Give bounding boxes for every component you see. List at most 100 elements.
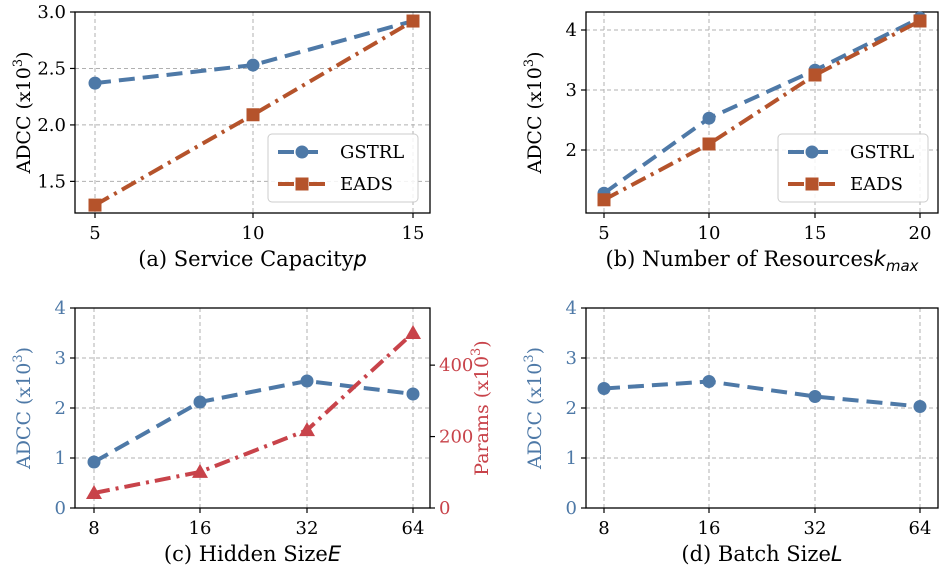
y-tick-label: 3 — [566, 80, 577, 101]
y-axis-label-text: ADCC (x10 — [524, 363, 546, 470]
y-axis-label: ADCC (x103) — [522, 347, 546, 470]
data-point-eads — [913, 14, 927, 28]
y-tick-label: 3 — [55, 348, 66, 369]
x-tick-label: 8 — [598, 518, 609, 539]
x-tick-label: 16 — [698, 518, 721, 539]
data-point-eads — [406, 14, 420, 28]
y-tick-label: 1 — [55, 448, 66, 469]
x-axis-label-text: (c) Hidden Size — [164, 542, 328, 566]
x-axis-label-text: (b) Number of Resources — [605, 247, 873, 271]
plot-frame — [74, 307, 431, 509]
y-axis-label: ADCC (x103) — [11, 347, 35, 470]
legend-marker-eads — [805, 177, 819, 191]
x-axis-label-variable: k — [874, 247, 887, 271]
series-line-gstrl — [94, 19, 414, 86]
legend: GSTRL EADS — [267, 133, 419, 203]
y-tick-label: 3.0 — [37, 2, 66, 23]
y-tick-label: 3 — [566, 348, 577, 369]
y-axis-label-exponent: 3 — [11, 354, 26, 362]
data-point-adcc — [193, 395, 207, 409]
y-tick-label: 4 — [55, 298, 66, 319]
x-axis-label-subscript: max — [886, 257, 919, 275]
data-point-gstrl — [702, 111, 716, 125]
y-axis-label-exponent: 3 — [522, 354, 537, 362]
data-point-adcc — [406, 387, 420, 401]
plot-frame — [74, 11, 431, 214]
legend: GSTRL EADS — [777, 133, 929, 203]
x-tick-label: 32 — [296, 518, 319, 539]
series-line-adcc — [93, 378, 414, 464]
x-tick-label: 10 — [698, 223, 721, 244]
plot-frame — [585, 11, 939, 214]
y-tick-label: 2 — [566, 398, 577, 419]
y-tick-label: 0 — [55, 498, 66, 519]
data-point-eads — [702, 137, 716, 151]
x-axis-label: (a) Service Capacityp — [138, 247, 367, 271]
y2-axis-label-text: Params (x10 — [471, 356, 493, 476]
legend-label-gstrl: GSTRL — [850, 142, 914, 163]
y-tick-label: 4 — [566, 20, 577, 41]
x-tick-label: 20 — [909, 223, 932, 244]
y-axis-label: ADCC (x103) — [11, 51, 35, 174]
y2-tick-label: 400 — [439, 355, 473, 376]
y-tick-label: 1.5 — [37, 171, 66, 192]
data-point-eads — [246, 108, 260, 122]
x-axis-label-variable: p — [352, 247, 366, 271]
series-line-adcc — [603, 379, 921, 409]
data-point-adcc — [913, 400, 927, 413]
data-point-params — [86, 485, 102, 499]
y-axis-label-close: ) — [524, 51, 546, 58]
x-tick-label: 5 — [598, 223, 609, 244]
data-point-adcc — [87, 455, 101, 469]
data-point-adcc — [300, 374, 314, 388]
series-line-params — [93, 331, 415, 495]
legend-marker-gstrl — [295, 145, 309, 159]
x-axis-label-text: (d) Batch Size — [681, 542, 830, 566]
x-tick-label: 64 — [909, 518, 932, 539]
data-point-eads — [597, 193, 611, 207]
x-tick-label: 15 — [804, 223, 827, 244]
y-axis-label-text: ADCC (x10 — [13, 67, 35, 174]
y-axis-label: ADCC (x103) — [522, 51, 546, 174]
x-tick-label: 32 — [804, 518, 827, 539]
data-point-params — [299, 422, 315, 437]
plot-frame — [585, 307, 939, 509]
x-axis-label-variable: E — [328, 542, 342, 566]
data-point-gstrl — [246, 58, 260, 72]
y-tick-label: 2 — [566, 140, 577, 161]
data-point-params — [192, 463, 208, 478]
x-tick-label: 10 — [242, 223, 265, 244]
x-tick-label: 16 — [189, 518, 212, 539]
y2-axis-label-close: ) — [471, 340, 493, 347]
data-point-adcc — [597, 382, 611, 395]
y-tick-label: 2.5 — [37, 58, 66, 79]
x-axis-label: (d) Batch SizeL — [681, 542, 842, 566]
y-axis-label-exponent: 3 — [11, 59, 26, 67]
x-axis-label-variable: L — [831, 542, 843, 566]
y2-tick-label: 0 — [439, 498, 450, 519]
y-tick-label: 0 — [566, 498, 577, 519]
legend-label-eads: EADS — [850, 174, 903, 195]
x-tick-label: 15 — [402, 223, 425, 244]
data-point-gstrl — [88, 76, 102, 90]
y-axis-label-exponent: 3 — [522, 59, 537, 67]
y2-axis-label-exponent: 3 — [469, 348, 484, 356]
y-tick-label: 2 — [55, 398, 66, 419]
data-point-params — [405, 325, 421, 339]
x-tick-label: 5 — [89, 223, 100, 244]
y2-axis-label: Params (x103) — [469, 340, 493, 475]
y-axis-label-text: ADCC (x10 — [13, 363, 35, 470]
x-axis-label: (c) Hidden SizeE — [164, 542, 342, 566]
y-axis-label-close: ) — [13, 347, 35, 354]
legend-marker-eads — [295, 177, 309, 191]
y-axis-label-text: ADCC (x10 — [524, 67, 546, 174]
data-point-eads — [88, 198, 102, 212]
x-tick-label: 8 — [88, 518, 99, 539]
data-point-eads — [808, 68, 822, 82]
y2-tick-label: 200 — [439, 427, 473, 448]
y-axis-label-close: ) — [13, 51, 35, 58]
